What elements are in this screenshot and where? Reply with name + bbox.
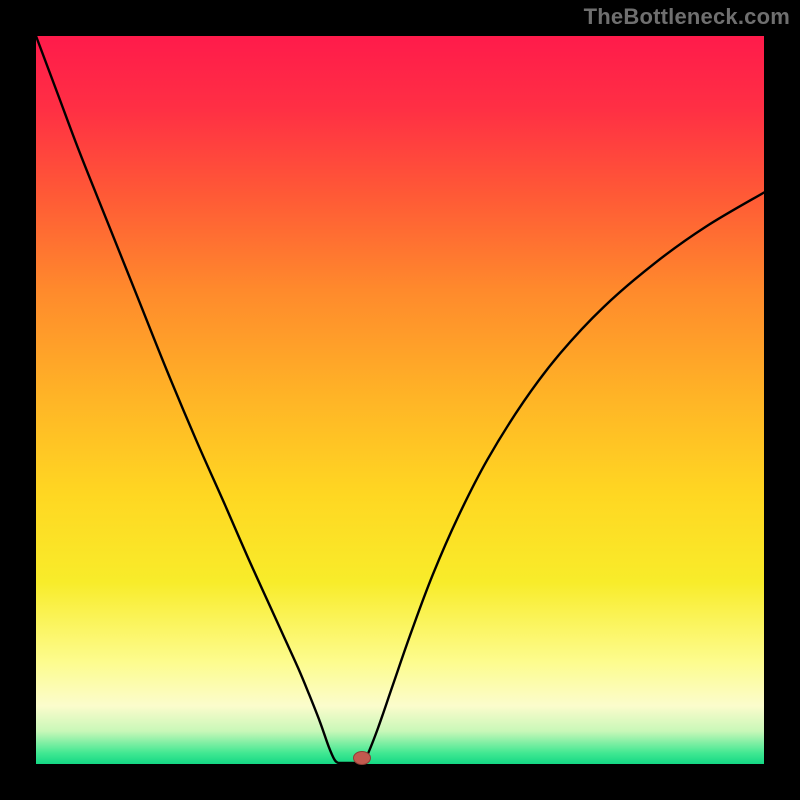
v-curve	[36, 36, 764, 764]
curve-path	[36, 36, 764, 763]
optimal-point-marker	[353, 751, 371, 765]
plot-area	[36, 36, 764, 764]
outer-frame: TheBottleneck.com	[0, 0, 800, 800]
watermark-text: TheBottleneck.com	[584, 4, 790, 30]
